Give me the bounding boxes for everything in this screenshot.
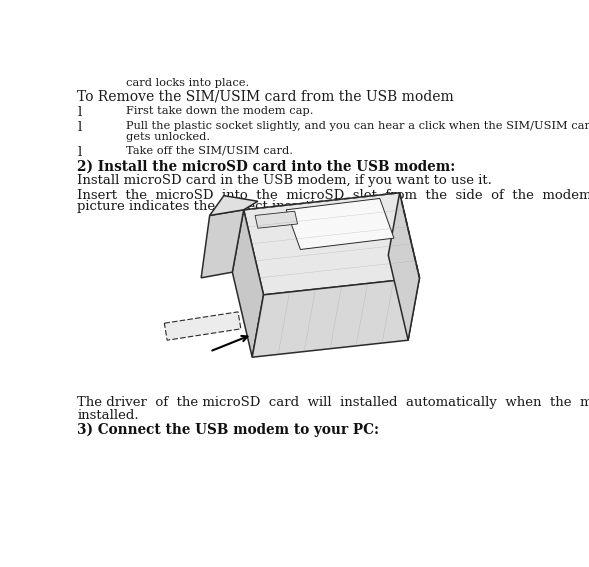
Polygon shape: [252, 278, 419, 357]
Text: l: l: [77, 146, 81, 159]
Text: The driver  of  the microSD  card  will  installed  automatically  when  the  mo: The driver of the microSD card will inst…: [77, 396, 589, 409]
Text: Insert  the  microSD  into  the  microSD  slot  from  the  side  of  the  modem,: Insert the microSD into the microSD slot…: [77, 189, 589, 201]
Polygon shape: [232, 210, 263, 357]
Text: installed.: installed.: [77, 409, 139, 422]
Text: 3) Connect the USB modem to your PC:: 3) Connect the USB modem to your PC:: [77, 422, 379, 437]
Polygon shape: [210, 196, 258, 215]
Polygon shape: [286, 198, 394, 249]
Polygon shape: [244, 193, 419, 295]
Polygon shape: [388, 193, 419, 340]
Text: Pull the plastic socket slightly, and you can hear a click when the SIM/USIM car: Pull the plastic socket slightly, and yo…: [126, 121, 589, 132]
Text: Take off the SIM/USIM card.: Take off the SIM/USIM card.: [126, 146, 293, 156]
Polygon shape: [201, 210, 244, 278]
Text: picture indicates the correct inserting direction.: picture indicates the correct inserting …: [77, 200, 401, 213]
Text: gets unlocked.: gets unlocked.: [126, 132, 210, 142]
Text: card locks into place.: card locks into place.: [126, 78, 249, 88]
Text: First take down the modem cap.: First take down the modem cap.: [126, 105, 313, 116]
Text: 2) Install the microSD card into the USB modem:: 2) Install the microSD card into the USB…: [77, 160, 455, 174]
Text: l: l: [77, 105, 81, 119]
Polygon shape: [255, 211, 297, 228]
Polygon shape: [164, 312, 241, 340]
Text: Install microSD card in the USB modem, if you want to use it.: Install microSD card in the USB modem, i…: [77, 174, 492, 187]
Text: l: l: [77, 121, 81, 134]
Text: To Remove the SIM/USIM card from the USB modem: To Remove the SIM/USIM card from the USB…: [77, 90, 454, 104]
